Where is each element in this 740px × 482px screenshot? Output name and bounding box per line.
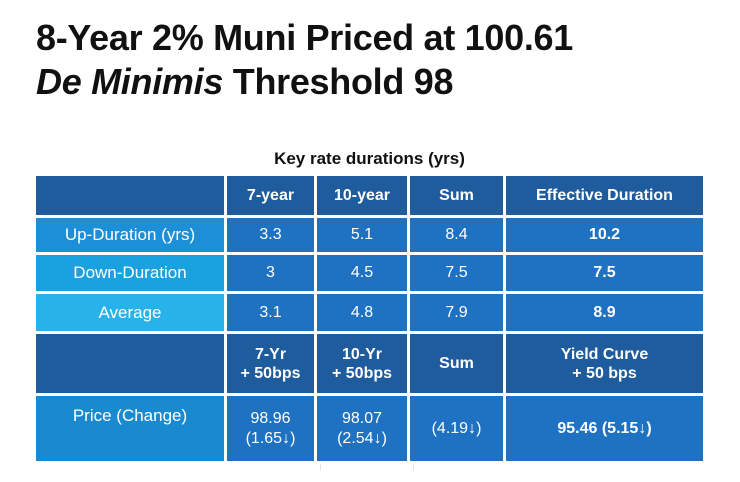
header2-10-yr-line2: + 50bps: [331, 364, 393, 382]
header2-7-yr-line1: 7-Yr: [254, 345, 287, 363]
header2-7-yr: 7-Yr + 50bps: [227, 334, 317, 396]
header-sum: Sum: [410, 176, 506, 218]
header-10-year: 10-year: [317, 176, 410, 218]
header2-yield-curve: Yield Curve + 50 bps: [506, 334, 703, 396]
column-divider-tick: [413, 464, 414, 470]
cell-up-7-year: 3.3: [227, 218, 317, 255]
cell-up-effective: 10.2: [506, 218, 703, 255]
cell-avg-effective: 8.9: [506, 294, 703, 334]
header2-empty-cell: [36, 334, 227, 396]
cell-price-10-yr-change: (2.54↓): [337, 429, 387, 447]
cell-up-sum: 8.4: [410, 218, 506, 255]
row-label-average: Average: [36, 294, 227, 334]
header2-yield-curve-line1: Yield Curve: [560, 345, 649, 363]
column-divider-tick: [320, 464, 321, 470]
cell-price-sum: (4.19↓): [410, 396, 506, 464]
cell-avg-7-year: 3.1: [227, 294, 317, 334]
header2-10-yr-line1: 10-Yr: [341, 345, 383, 363]
title-line-2: De Minimis Threshold 98: [36, 60, 573, 104]
header-effective-duration: Effective Duration: [506, 176, 703, 218]
row-label-down-duration: Down-Duration: [36, 255, 227, 294]
cell-down-7-year: 3: [227, 255, 317, 294]
title-line-1: 8-Year 2% Muni Priced at 100.61: [36, 17, 573, 58]
cell-price-yield-curve: 95.46 (5.15↓): [506, 396, 703, 464]
title-italic-term: De Minimis: [36, 61, 224, 102]
header2-7-yr-line2: + 50bps: [240, 364, 301, 382]
page-title: 8-Year 2% Muni Priced at 100.61 De Minim…: [36, 16, 573, 104]
cell-avg-10-year: 4.8: [317, 294, 410, 334]
header-7-year: 7-year: [227, 176, 317, 218]
cell-down-sum: 7.5: [410, 255, 506, 294]
cell-price-7-yr-change: (1.65↓): [245, 429, 296, 447]
cell-up-10-year: 5.1: [317, 218, 410, 255]
row-label-up-duration: Up-Duration (yrs): [36, 218, 227, 255]
cell-avg-sum: 7.9: [410, 294, 506, 334]
header2-10-yr: 10-Yr + 50bps: [317, 334, 410, 396]
cell-price-7-yr: 98.96 (1.65↓): [227, 396, 317, 464]
header-empty-cell: [36, 176, 227, 218]
title-line-2-rest: Threshold 98: [223, 61, 454, 102]
header2-yield-curve-line2: + 50 bps: [572, 364, 637, 382]
cell-price-7-yr-value: 98.96: [250, 409, 291, 427]
duration-table: 7-year 10-year Sum Effective Duration Up…: [36, 176, 703, 464]
cell-price-10-yr: 98.07 (2.54↓): [317, 396, 410, 464]
cell-price-10-yr-value: 98.07: [341, 409, 383, 427]
header2-sum: Sum: [410, 334, 506, 396]
table-caption: Key rate durations (yrs): [274, 149, 465, 168]
cell-down-10-year: 4.5: [317, 255, 410, 294]
row-label-price-change: Price (Change): [36, 396, 227, 464]
cell-down-effective: 7.5: [506, 255, 703, 294]
